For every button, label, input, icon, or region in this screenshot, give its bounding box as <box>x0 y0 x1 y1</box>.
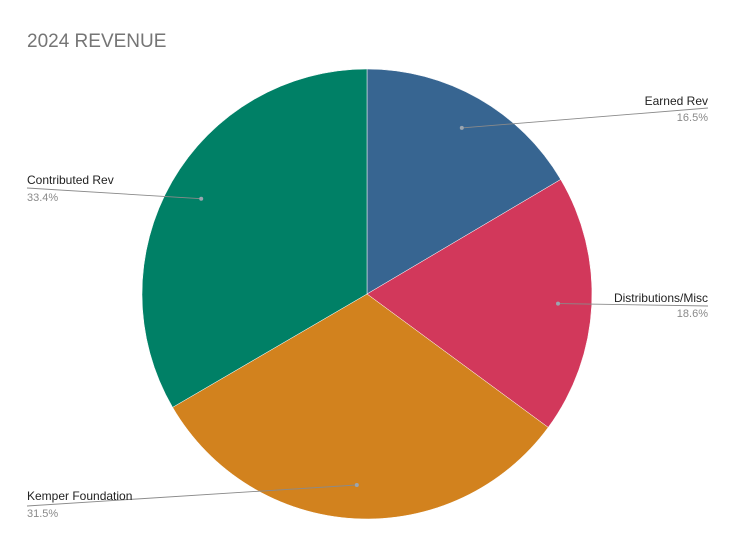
pie-slice-contributed-rev <box>141 68 368 408</box>
leader-dot-contributed-rev <box>199 196 204 201</box>
leader-line-kemper-foundation <box>26 484 357 507</box>
leader-dot-earned-rev <box>459 125 464 130</box>
leader-line-earned-rev <box>461 107 709 129</box>
slice-percent-distributions-misc: 18.6% <box>677 308 708 320</box>
pie-slice-earned-rev <box>366 68 562 295</box>
leader-lines <box>26 107 709 507</box>
slice-label-earned-rev: Earned Rev <box>645 94 708 108</box>
leader-dot-kemper-foundation <box>354 483 359 487</box>
leader-line-distributions-misc <box>557 303 709 307</box>
pie-slices <box>141 68 593 520</box>
slice-label-distributions-misc: Distributions/Misc <box>614 291 708 305</box>
leader-dot-distributions-misc <box>556 301 560 306</box>
leader-line-contributed-rev <box>26 187 202 200</box>
slice-percent-contributed-rev: 33.4% <box>27 192 58 204</box>
pie-slice-distributions-misc <box>366 179 593 428</box>
slice-label-kemper-foundation: Kemper Foundation <box>27 489 132 503</box>
chart-title: 2024 REVENUE <box>27 31 166 52</box>
slice-labels: Earned Rev 16.5% Distributions/Misc 18.6% Ke… <box>27 94 708 520</box>
slice-percent-kemper-foundation: 31.5% <box>27 508 58 520</box>
slice-label-contributed-rev: Contributed Rev <box>27 173 114 187</box>
pie-slice-kemper-foundation <box>172 293 549 520</box>
slice-percent-earned-rev: 16.5% <box>677 112 708 124</box>
